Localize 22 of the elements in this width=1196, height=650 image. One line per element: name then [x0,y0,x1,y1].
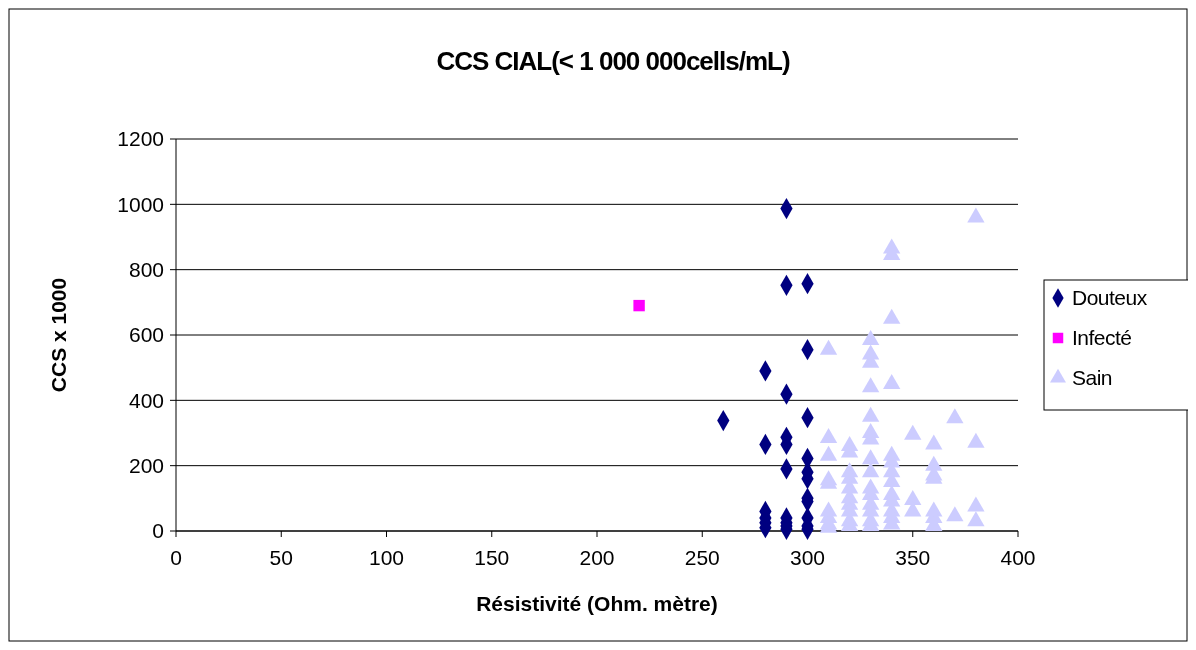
x-tick-label: 250 [684,546,720,569]
y-tick-label: 200 [128,454,164,478]
y-tick-label: 1200 [117,127,164,151]
x-tick-label: 200 [579,546,615,569]
x-tick-label: 150 [474,546,510,569]
y-tick-label: 0 [152,519,164,543]
legend-label: Infecté [1072,326,1132,350]
y-tick-label: 800 [128,258,164,282]
y-tick-label: 400 [128,388,164,412]
y-tick-label: 1000 [117,192,164,216]
legend-label: Sain [1072,366,1113,390]
x-tick-label: 50 [269,546,293,569]
y-axis-title: CCS x 1000 [47,277,70,393]
chart-title: CCS CIAL(< 1 000 000cells/mL) [436,46,790,76]
x-tick-label: 100 [368,546,405,569]
legend-label: Douteux [1072,286,1148,310]
x-tick-label: 400 [1000,546,1036,569]
x-tick-label: 0 [170,546,182,569]
x-axis-title: Résistivité (Ohm. mètre) [476,592,718,615]
x-tick-label: 350 [895,546,931,569]
x-tick-label: 300 [789,546,826,569]
y-tick-label: 600 [128,323,164,347]
